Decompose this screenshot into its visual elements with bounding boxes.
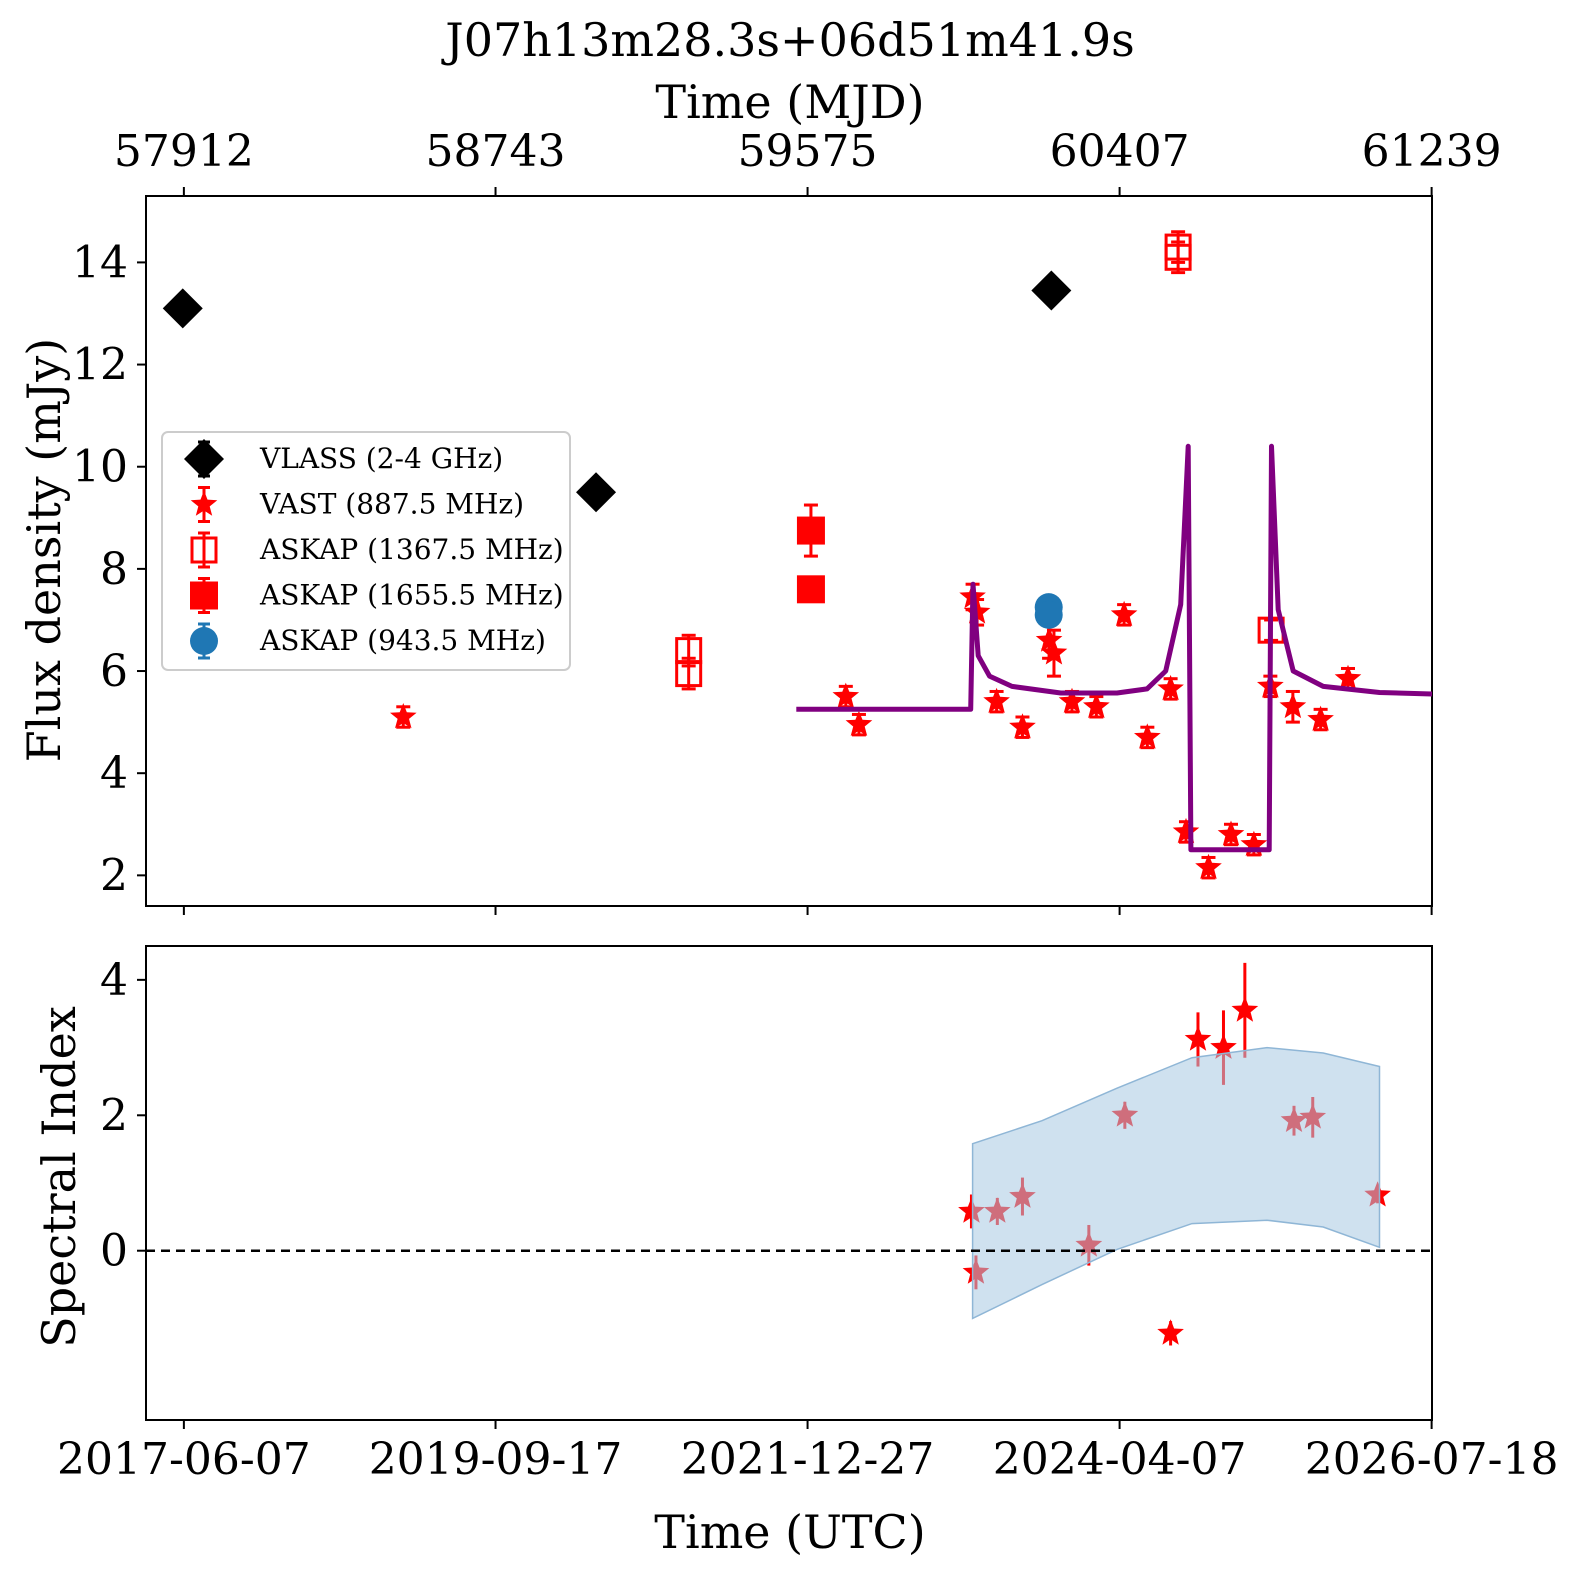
bottom-series-0-point bbox=[958, 1197, 985, 1223]
top-ytick-label: 4 bbox=[100, 748, 128, 799]
top-ytick-label: 10 bbox=[72, 442, 128, 493]
top-axis-title: Time (MJD) bbox=[655, 75, 924, 129]
top-series-1-point bbox=[832, 682, 860, 708]
spectral-index-band bbox=[971, 1046, 1381, 1320]
bottom-panel: 0 2 4 2017-06-07 2019-09-17 2021-12-27 2024-04… bbox=[57, 945, 1559, 1485]
legend-marker bbox=[190, 490, 218, 516]
top-mjd-tick-label: 58743 bbox=[426, 126, 566, 177]
top-series-1-point bbox=[1217, 820, 1245, 846]
top-axes-frame bbox=[145, 195, 1433, 907]
top-series-2-point bbox=[675, 660, 703, 688]
top-series-1-point bbox=[1195, 853, 1222, 879]
legend: VLASS (2-4 GHz) VAST (887.5 MHz) ASKAP (13… bbox=[161, 431, 571, 671]
top-series-4-point bbox=[1034, 600, 1063, 629]
bottom-utc-tick-label: 2021-12-27 bbox=[681, 1434, 935, 1485]
top-mjd-tick-label: 60407 bbox=[1050, 126, 1190, 177]
bottom-axes-frame bbox=[145, 945, 1433, 1421]
top-mjd-tick-label: 57912 bbox=[114, 126, 254, 177]
top-ytick-label: 6 bbox=[100, 646, 128, 697]
top-panel: 2 4 6 8 10 12 14 57912 58743 59575 60407 61239 bbox=[72, 126, 1502, 915]
top-ytick-label: 12 bbox=[72, 340, 128, 391]
top-series-1-point bbox=[1058, 687, 1086, 713]
top-ytick-label: 8 bbox=[100, 544, 128, 595]
top-series-1-point bbox=[1240, 830, 1268, 856]
bottom-ytick-label: 2 bbox=[100, 1090, 128, 1141]
bottom-series-0-point bbox=[1231, 996, 1259, 1022]
legend-label: VAST (887.5 MHz) bbox=[259, 488, 524, 521]
top-series-1-point bbox=[1009, 713, 1036, 739]
top-series-0-point bbox=[576, 472, 617, 513]
top-series-1-point bbox=[1040, 639, 1068, 665]
top-series-0-point bbox=[162, 288, 203, 329]
top-series-1-point bbox=[845, 710, 873, 736]
top-series-1-point bbox=[983, 687, 1010, 713]
bottom-series-0-point bbox=[1157, 1319, 1184, 1345]
top-series-1-point bbox=[1083, 692, 1110, 719]
top-series-1-point bbox=[1110, 600, 1138, 627]
top-series-1-point bbox=[1134, 723, 1161, 749]
top-series-1-point bbox=[1334, 664, 1362, 690]
bottom-utc-tick-label: 2026-07-18 bbox=[1305, 1434, 1559, 1485]
bottom-axis-title: Time (UTC) bbox=[654, 1505, 925, 1559]
legend-box bbox=[161, 431, 571, 671]
top-mjd-tick-label: 59575 bbox=[738, 126, 878, 177]
bottom-utc-tick-label: 2024-04-07 bbox=[993, 1434, 1247, 1485]
top-series-3-point bbox=[796, 575, 825, 604]
top-series-1-point bbox=[1307, 705, 1334, 731]
legend-marker bbox=[190, 627, 218, 655]
top-ytick-label: 14 bbox=[72, 237, 128, 288]
top-series-1-point bbox=[1035, 626, 1063, 652]
bottom-series-0-point bbox=[1184, 1025, 1212, 1051]
legend-label: ASKAP (943.5 MHz) bbox=[259, 624, 546, 657]
top-mjd-tick-label: 61239 bbox=[1362, 126, 1502, 177]
bottom-ytick-label: 4 bbox=[100, 955, 128, 1006]
top-series-1-point bbox=[1172, 817, 1200, 844]
legend-label: ASKAP (1367.5 MHz) bbox=[259, 533, 564, 566]
top-series-3-point bbox=[796, 516, 825, 545]
bottom-ylabel: Spectral Index bbox=[32, 1006, 86, 1348]
legend-marker bbox=[184, 439, 224, 479]
chart-title: J07h13m28.3s+06d51m41.9s bbox=[441, 13, 1134, 67]
top-ytick-label: 2 bbox=[100, 850, 128, 901]
bottom-utc-tick-label: 2019-09-17 bbox=[369, 1434, 623, 1485]
legend-marker bbox=[190, 581, 218, 610]
top-series-1-point bbox=[1279, 692, 1307, 719]
bottom-series-0-point bbox=[1210, 1033, 1237, 1059]
top-series-1-point bbox=[1157, 674, 1184, 701]
top-ylabel: Flux density (mJy) bbox=[17, 338, 71, 762]
legend-marker bbox=[190, 536, 218, 564]
bottom-ytick-label: 0 bbox=[100, 1226, 128, 1277]
bottom-utc-tick-label: 2017-06-07 bbox=[57, 1434, 311, 1485]
top-series-1-point bbox=[390, 703, 417, 729]
top-series-2-point bbox=[1164, 243, 1192, 271]
model-curve bbox=[796, 443, 1433, 853]
legend-label: ASKAP (1655.5 MHz) bbox=[259, 579, 564, 612]
top-series-0-point bbox=[1031, 270, 1072, 311]
legend-label: VLASS (2-4 GHz) bbox=[259, 442, 503, 475]
